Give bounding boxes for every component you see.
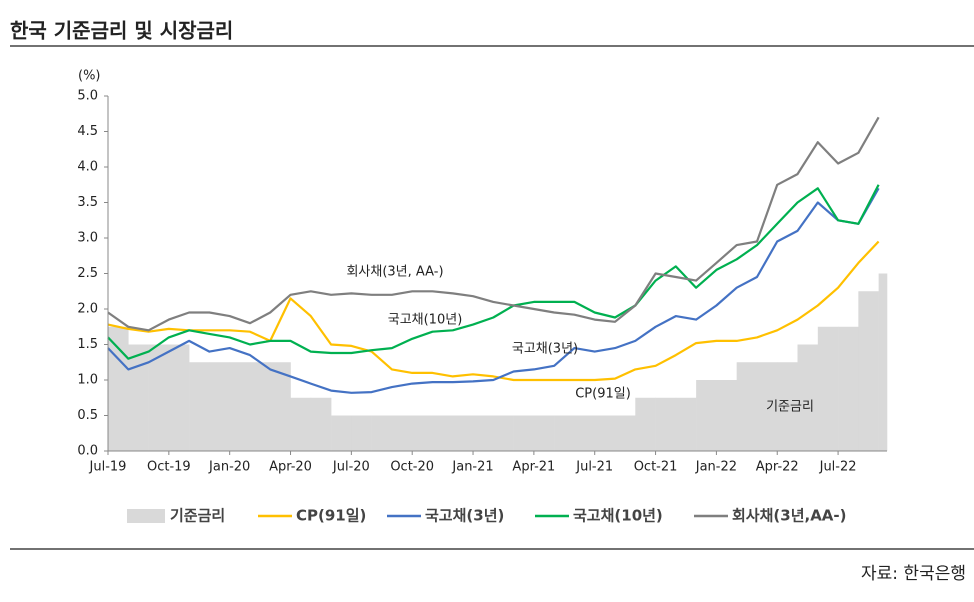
area-step xyxy=(533,415,555,451)
y-unit: (%) xyxy=(78,69,101,84)
y-tick-label: 0.0 xyxy=(77,444,98,459)
legend-label: 국고채(10년) xyxy=(573,507,663,525)
annotation: 국고채(10년) xyxy=(388,313,463,328)
source: 자료: 한국은행 xyxy=(861,564,966,584)
x-tick-label: Jul-21 xyxy=(575,460,613,475)
line xyxy=(107,240,880,382)
annotation: 기준금리 xyxy=(766,400,814,415)
area-step xyxy=(817,326,839,451)
y-tick-label: 2.0 xyxy=(77,302,98,317)
line xyxy=(107,187,880,394)
annotation: 국고채(3년) xyxy=(512,342,578,357)
area-step xyxy=(554,415,575,451)
area-step xyxy=(777,362,798,451)
area-step xyxy=(310,397,332,451)
x-tick-label: Jul-20 xyxy=(332,460,370,475)
y-tick-label: 5.0 xyxy=(77,89,98,104)
area-step xyxy=(615,415,636,451)
x-tick-label: Jul-22 xyxy=(819,460,857,475)
area-step xyxy=(290,397,312,451)
area-step xyxy=(493,415,514,451)
y-tick-label: 4.5 xyxy=(77,124,98,139)
y-tick-label: 4.0 xyxy=(77,160,98,175)
legend-label: CP(91일) xyxy=(296,507,366,525)
area-step xyxy=(331,415,352,451)
area-step xyxy=(716,380,737,451)
y-tick-label: 1.0 xyxy=(77,373,98,388)
y-tick-label: 2.5 xyxy=(77,266,98,281)
y-tick-label: 3.0 xyxy=(77,231,98,246)
area-step xyxy=(270,362,291,451)
area-step xyxy=(655,397,677,451)
area-step xyxy=(574,415,596,451)
legend-label: 기준금리 xyxy=(170,507,225,525)
x-tick-label: Oct-21 xyxy=(634,460,678,475)
chart-title: 한국 기준금리 및 시장금리 xyxy=(10,19,233,43)
y-tick-label: 1.5 xyxy=(77,337,98,352)
area-step xyxy=(675,397,697,451)
area-step xyxy=(756,362,778,451)
legend-label: 국고채(3년) xyxy=(425,507,504,525)
legend-swatch xyxy=(127,509,165,523)
line xyxy=(107,184,880,360)
area-step xyxy=(412,415,433,451)
area-step xyxy=(513,415,535,451)
x-tick-label: Jul-19 xyxy=(89,460,127,475)
area-step xyxy=(635,397,656,451)
area-step xyxy=(432,415,454,451)
area-step xyxy=(128,344,149,451)
area-step xyxy=(189,362,210,451)
area-step xyxy=(229,362,251,451)
legend-label: 회사채(3년,AA-) xyxy=(732,507,847,525)
area-step xyxy=(452,415,474,451)
x-tick-label: Apr-21 xyxy=(512,460,555,475)
annotation: 회사채(3년, AA-) xyxy=(346,265,443,280)
area-step xyxy=(736,362,758,451)
area-step xyxy=(797,344,819,451)
annotation: CP(91일) xyxy=(575,387,631,402)
x-tick-label: Jan-20 xyxy=(208,460,250,475)
area-step xyxy=(249,362,271,451)
area-step xyxy=(371,415,393,451)
x-tick-label: Jan-22 xyxy=(695,460,737,475)
y-tick-label: 0.5 xyxy=(77,408,98,423)
area-step xyxy=(209,362,230,451)
area-step xyxy=(838,326,859,451)
area-step xyxy=(351,415,372,451)
line xyxy=(107,116,880,332)
area-step xyxy=(108,326,129,451)
x-tick-label: Jan-21 xyxy=(451,460,493,475)
x-tick-label: Apr-22 xyxy=(756,460,799,475)
area-step xyxy=(858,291,879,451)
area-step xyxy=(878,273,888,451)
x-tick-label: Oct-19 xyxy=(147,460,191,475)
x-tick-label: Oct-20 xyxy=(390,460,434,475)
area-step xyxy=(148,344,170,451)
area-step xyxy=(594,415,616,451)
area-step xyxy=(168,344,190,451)
area-step xyxy=(473,415,494,451)
area-step xyxy=(391,415,413,451)
area-step xyxy=(696,380,717,451)
x-tick-label: Apr-20 xyxy=(269,460,312,475)
y-tick-label: 3.5 xyxy=(77,195,98,210)
